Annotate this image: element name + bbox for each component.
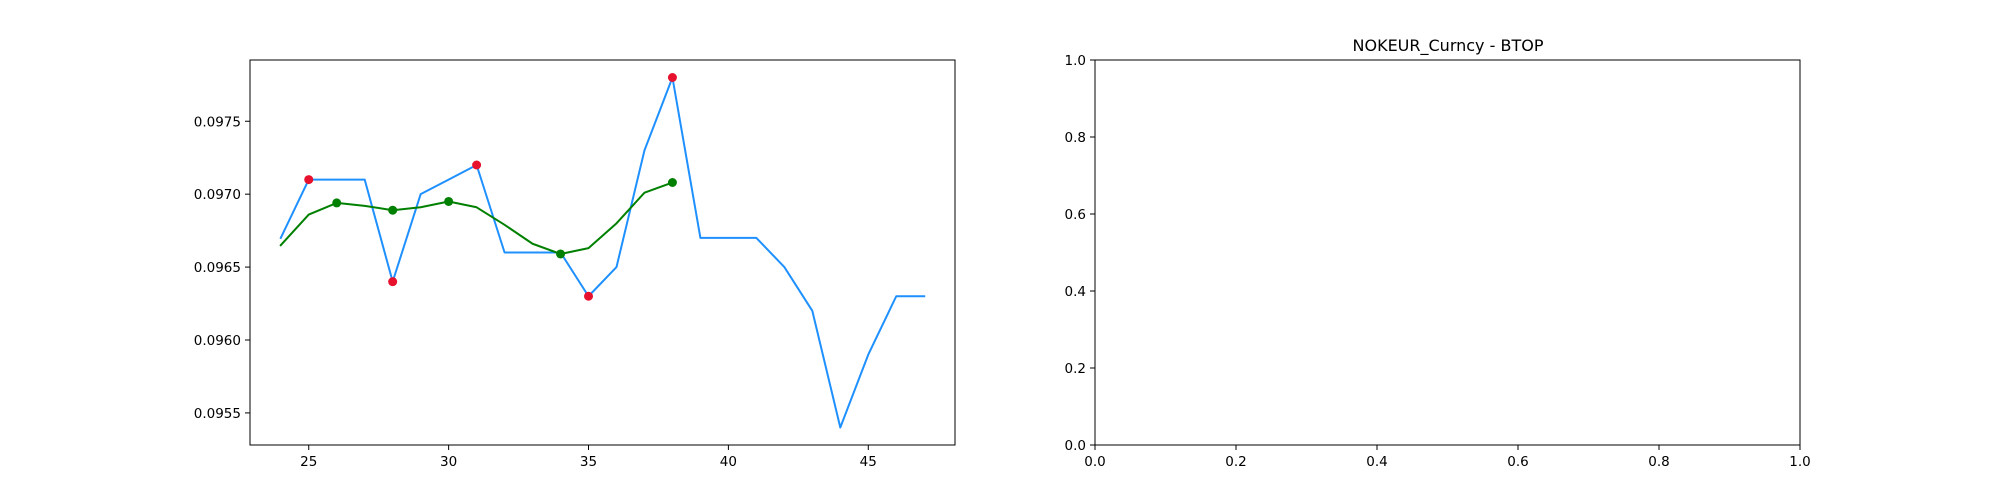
right-ytick-label: 1.0 (1065, 53, 1086, 69)
right-ytick-label: 0.2 (1065, 361, 1086, 377)
chart-left: 25 30 35 40 45 0.0955 0.0960 0.0965 0.0970 0.097… (194, 59, 956, 470)
left-scatter-1-point-1 (388, 205, 398, 215)
left-xtick-label: 40 (720, 454, 737, 470)
right-ytick-label: 0.4 (1065, 284, 1086, 300)
left-scatter-0-point-3 (584, 291, 594, 301)
left-line-series-1 (279, 181, 674, 255)
right-ytick-label: 0.8 (1065, 130, 1086, 146)
left-xtick-label: 30 (440, 454, 457, 470)
right-xtick-label: 1.0 (1789, 454, 1810, 470)
right-xticks: 0.0 0.2 0.4 0.6 0.8 1.0 (1084, 445, 1811, 470)
left-scatter-0-point-1 (388, 277, 398, 287)
left-axes-frame (249, 59, 956, 446)
left-xticks: 25 30 35 40 45 (300, 445, 877, 470)
left-scatter-1-point-3 (556, 249, 566, 259)
right-axes-frame (1094, 59, 1801, 446)
right-yticks: 0.0 0.2 0.4 0.6 0.8 1.0 (1065, 53, 1095, 454)
right-xtick-label: 0.2 (1225, 454, 1246, 470)
left-scatter-1-point-4 (667, 178, 677, 187)
right-ytick-label: 0.6 (1065, 207, 1086, 223)
left-ytick-label: 0.0955 (194, 406, 241, 422)
left-scatter-0-point-0 (304, 175, 314, 185)
left-yticks: 0.0955 0.0960 0.0965 0.0970 0.0975 (194, 114, 250, 422)
left-ytick-label: 0.0975 (194, 114, 241, 130)
left-scatter-1-point-2 (444, 196, 454, 206)
left-xtick-label: 35 (580, 454, 597, 470)
right-xtick-label: 0.6 (1507, 454, 1528, 470)
right-chart-title: NOKEUR_Curncy - BTOP (1353, 36, 1544, 56)
left-line-series-0 (279, 76, 926, 429)
right-xtick-label: 0.4 (1366, 454, 1387, 470)
left-series-layer (279, 73, 926, 429)
left-scatter-1-point-0 (332, 198, 342, 208)
left-xtick-label: 45 (860, 454, 877, 470)
right-xtick-label: 0.8 (1648, 454, 1669, 470)
left-scatter-0-point-4 (667, 73, 677, 82)
right-xtick-label: 0.0 (1084, 454, 1105, 470)
left-ytick-label: 0.0965 (194, 260, 241, 276)
left-xtick-label: 25 (300, 454, 317, 470)
left-scatter-0-point-2 (472, 160, 482, 170)
chart-right: NOKEUR_Curncy - BTOP 0.0 0.2 0.4 0.6 0.8 1.0 … (1065, 36, 1811, 470)
left-ytick-label: 0.0960 (194, 333, 241, 349)
left-ytick-label: 0.0970 (194, 187, 241, 203)
right-ytick-label: 0.0 (1065, 438, 1086, 454)
